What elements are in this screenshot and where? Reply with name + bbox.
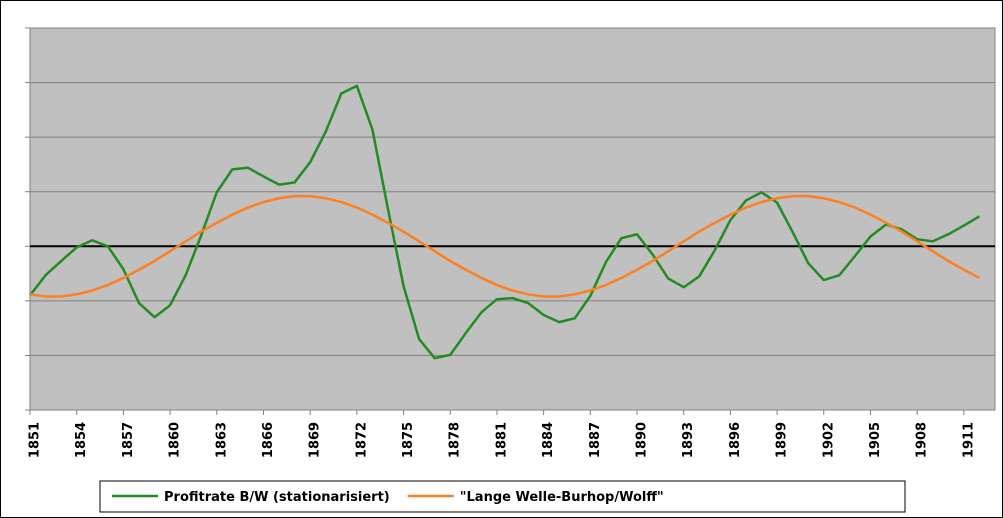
x-tick-label: 1866 xyxy=(261,422,276,458)
x-tick-label: 1860 xyxy=(168,422,183,458)
legend-box xyxy=(99,480,906,513)
x-tick-label: 1872 xyxy=(354,422,369,458)
x-tick-label: 1878 xyxy=(448,422,463,458)
x-tick-label: 1851 xyxy=(28,422,43,458)
x-tick-label: 1857 xyxy=(121,422,136,458)
x-tick-label: 1884 xyxy=(541,422,556,458)
x-tick-label: 1854 xyxy=(74,422,89,458)
series-line xyxy=(29,194,981,298)
x-tick-label: 1875 xyxy=(401,422,416,458)
x-tick-label: 1881 xyxy=(494,422,509,458)
x-tick-label: 1896 xyxy=(728,422,743,458)
series-line xyxy=(29,84,981,360)
plot-area xyxy=(29,27,996,411)
x-tick-label: 1905 xyxy=(868,422,883,458)
x-tick-label: 1869 xyxy=(308,422,323,458)
x-tick-label: 1863 xyxy=(214,422,229,458)
x-tick-label: 1902 xyxy=(821,422,836,458)
x-tick-label: 1899 xyxy=(775,422,790,458)
legend-label: "Lange Welle-Burhop/Wolff" xyxy=(460,490,664,505)
x-tick-label: 1890 xyxy=(635,422,650,458)
x-tick-label: 1887 xyxy=(588,422,603,458)
x-tick-label: 1911 xyxy=(961,422,976,458)
x-tick-label: 1893 xyxy=(681,422,696,458)
x-tick-label: 1908 xyxy=(915,422,930,458)
legend-label: Profitrate B/W (stationarisiert) xyxy=(164,490,390,505)
legend: Profitrate B/W (stationarisiert) "Lange W… xyxy=(99,480,906,513)
